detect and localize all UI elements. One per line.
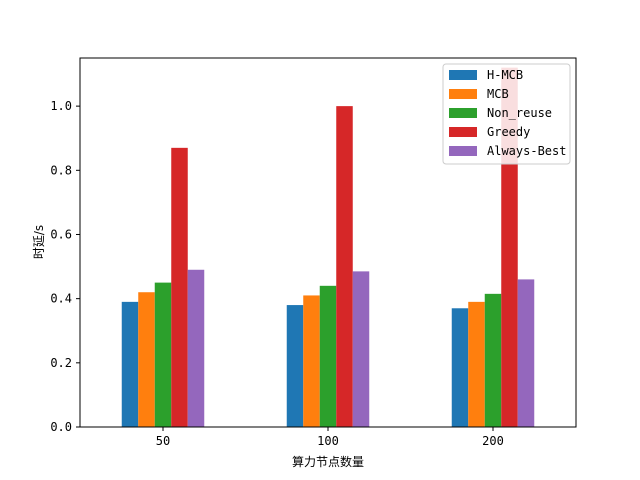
- bar-h-mcb-100: [286, 305, 304, 427]
- legend-swatch: [449, 89, 477, 99]
- y-tick-label: 0.4: [50, 292, 72, 306]
- legend-swatch: [449, 108, 477, 118]
- bar-greedy-50: [171, 147, 188, 427]
- ticks-layer: 0.0 0.2 0.4 0.6 0.8 1.0 50 100 200: [50, 99, 504, 448]
- bar-non-reuse-50: [154, 282, 172, 427]
- x-tick-label: 200: [482, 434, 504, 448]
- y-tick-label: 0.6: [50, 227, 72, 241]
- y-tick-label: 0.2: [50, 356, 72, 370]
- y-tick-label: 1.0: [50, 99, 72, 113]
- legend-swatch: [449, 146, 477, 156]
- legend-label: MCB: [487, 87, 509, 101]
- legend: H-MCB MCB Non_reuse Greedy Always-Best: [442, 63, 571, 165]
- bar-non-reuse-200: [484, 293, 502, 427]
- y-axis-label: 时延/s: [32, 225, 46, 259]
- bar-h-mcb-50: [121, 301, 139, 427]
- legend-swatch: [449, 127, 477, 137]
- bar-h-mcb-200: [451, 308, 469, 427]
- bar-always-best-200: [517, 279, 535, 427]
- bar-greedy-100: [336, 106, 353, 427]
- x-tick-label: 100: [317, 434, 339, 448]
- bar-always-best-100: [352, 271, 370, 427]
- bar-always-best-50: [187, 269, 205, 427]
- x-axis-label: 算力节点数量: [292, 454, 364, 469]
- x-tick-label: 50: [156, 434, 170, 448]
- bar-non-reuse-100: [319, 285, 337, 427]
- legend-swatch: [449, 70, 477, 80]
- legend-label: Non_reuse: [487, 106, 552, 120]
- bar-mcb-50: [138, 292, 155, 427]
- y-tick-label: 0.8: [50, 163, 72, 177]
- legend-label: H-MCB: [487, 68, 523, 82]
- bar-mcb-100: [303, 295, 320, 427]
- legend-label: Always-Best: [487, 144, 566, 158]
- y-tick-label: 0.0: [50, 420, 72, 434]
- bar-mcb-200: [468, 301, 485, 427]
- legend-label: Greedy: [487, 125, 530, 139]
